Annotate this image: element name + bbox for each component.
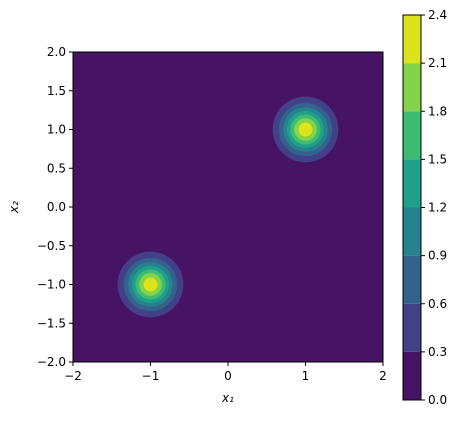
y-tick-label: 0.5 — [47, 161, 66, 175]
x-tick-label: −1 — [142, 369, 160, 383]
x-tick-label: 1 — [302, 369, 310, 383]
x-axis-label: x₁ — [221, 391, 234, 405]
x-tick-label: 2 — [379, 369, 387, 383]
y-tick-label: 1.5 — [47, 84, 66, 98]
x-tick-label: 0 — [224, 369, 232, 383]
y-axis-label: x₂ — [7, 201, 21, 214]
colorbar-band — [403, 159, 421, 208]
plot-area — [73, 52, 383, 362]
y-tick-label: 0.0 — [47, 200, 66, 214]
colorbar-band — [403, 15, 421, 64]
colorbar-tick-label: 2.1 — [428, 56, 447, 70]
contour-band — [73, 52, 383, 362]
colorbar-tick-label: 1.8 — [428, 104, 447, 118]
y-tick-label: 1.0 — [47, 123, 66, 137]
y-tick-label: −0.5 — [37, 239, 66, 253]
colorbar-tick-label: 0.6 — [428, 297, 447, 311]
y-tick-label: −1.0 — [37, 278, 66, 292]
contour-band — [298, 122, 313, 137]
colorbar-tick-label: 2.4 — [428, 8, 447, 22]
colorbar-band — [403, 351, 421, 400]
colorbar-band — [403, 111, 421, 160]
y-tick-label: −1.5 — [37, 316, 66, 330]
colorbar-tick-label: 0.9 — [428, 249, 447, 263]
colorbar-band — [403, 303, 421, 352]
contour-band — [143, 277, 158, 292]
x-tick-label: −2 — [64, 369, 82, 383]
colorbar-tick-label: 1.2 — [428, 201, 447, 215]
colorbar-tick-label: 0.0 — [428, 393, 447, 407]
y-tick-label: 2.0 — [47, 45, 66, 59]
colorbar-band — [403, 255, 421, 304]
colorbar-tick-label: 1.5 — [428, 152, 447, 166]
colorbar-band — [403, 207, 421, 256]
y-tick-label: −2.0 — [37, 355, 66, 369]
colorbar-band — [403, 63, 421, 112]
colorbar-tick-label: 0.3 — [428, 345, 447, 359]
